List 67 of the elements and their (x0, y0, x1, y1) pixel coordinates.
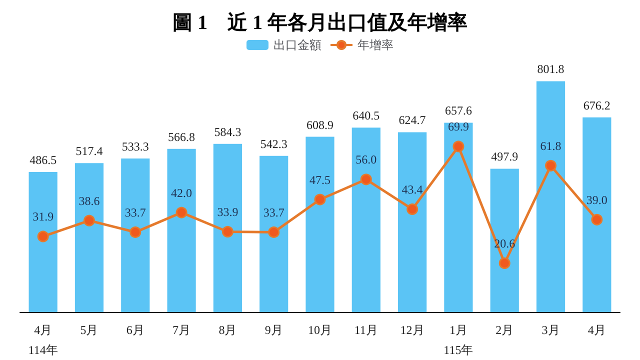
data-label: 31.9 (32, 210, 54, 224)
x-tick-label: 3月 (542, 323, 560, 337)
data-label: 608.9 (306, 118, 334, 132)
bar (28, 172, 58, 312)
point (268, 226, 280, 238)
x-tick-label: 10月 (308, 323, 332, 337)
data-label: 542.3 (260, 136, 288, 151)
bar (490, 168, 519, 312)
bar (74, 163, 104, 312)
point (591, 214, 603, 226)
point (83, 214, 95, 226)
point (498, 257, 510, 269)
data-label: 42.0 (171, 186, 192, 200)
point (176, 206, 188, 218)
data-label: 676.2 (583, 98, 610, 112)
x-tick-label: 7月 (172, 323, 191, 337)
data-label: 43.4 (402, 182, 423, 196)
bar (398, 132, 427, 312)
data-label: 38.6 (78, 194, 100, 208)
point (37, 230, 49, 242)
point (406, 203, 418, 215)
point (545, 160, 557, 172)
bar (582, 117, 612, 312)
data-label: 33.7 (263, 205, 284, 220)
x-tick-label: 2月 (496, 323, 514, 337)
x-tick-label: 4月 (588, 323, 606, 337)
bar (444, 122, 473, 312)
bar (167, 148, 196, 312)
x-tick-label: 11月 (354, 323, 378, 337)
data-label: 69.9 (448, 120, 469, 134)
data-label: 33.9 (217, 204, 238, 219)
data-label: 584.3 (214, 124, 242, 139)
x-tick-label: 6月 (126, 323, 144, 337)
x-tick-label: 8月 (218, 323, 237, 337)
legend-label: 年增率 (358, 38, 394, 52)
data-label: 517.4 (76, 144, 103, 158)
bar (306, 136, 334, 312)
data-label: 624.7 (398, 113, 426, 128)
data-label: 533.3 (122, 140, 149, 154)
x-tick-label: 1月 115年 (444, 323, 474, 357)
data-label: 640.5 (352, 108, 380, 123)
data-label: 497.9 (491, 150, 518, 164)
point (130, 226, 142, 238)
point (314, 194, 326, 206)
legend-label: 出口金額 (274, 38, 322, 52)
data-label: 61.8 (540, 138, 562, 153)
x-tick-label: 4月 114年 (28, 323, 58, 357)
point (360, 174, 372, 186)
x-tick-label: 5月 (80, 323, 98, 337)
bar (352, 128, 380, 312)
bar (121, 158, 150, 312)
data-label: 56.0 (356, 152, 377, 167)
data-label: 801.8 (537, 62, 564, 76)
point (222, 226, 234, 238)
data-label: 39.0 (586, 192, 608, 207)
bar (536, 81, 566, 312)
x-tick-label: 12月 (400, 323, 424, 337)
bar (260, 156, 288, 312)
bar (213, 144, 242, 312)
data-label: 566.8 (168, 130, 196, 144)
data-label: 657.6 (444, 104, 472, 118)
data-label: 486.5 (30, 152, 57, 167)
x-tick-label: 9月 (264, 323, 283, 337)
data-label: 47.5 (310, 172, 330, 187)
chart-title: 圖 1 近 1 年各月出口值及年增率 (172, 11, 468, 34)
data-label: 33.7 (124, 205, 146, 220)
point (452, 140, 464, 152)
